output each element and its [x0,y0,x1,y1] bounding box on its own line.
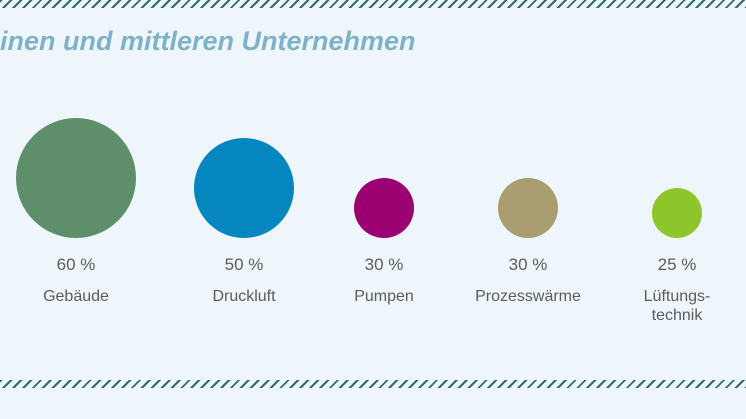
bubble-lüftungstechnik [652,188,702,238]
value-label-lüftungstechnik: 25 % [658,255,697,274]
category-label-lüftungstechnik-line-2: technik [652,307,704,324]
bubble-druckluft [194,138,294,238]
category-label-gebäude: Gebäude [43,288,109,305]
bottom-hatched-border [0,380,746,388]
bubble-gebäude [16,118,136,238]
value-label-druckluft: 50 % [225,255,264,274]
chart-title: inen und mittleren Unternehmen [0,26,416,56]
category-label-prozesswärme: Prozesswärme [475,288,581,305]
top-hatched-border [0,0,746,8]
value-label-pumpen: 30 % [365,255,404,274]
value-label-gebäude: 60 % [57,255,96,274]
category-label-druckluft: Druckluft [212,288,276,305]
bubble-prozesswärme [498,178,558,238]
bubble-pumpen [354,178,414,238]
category-label-pumpen: Pumpen [354,288,414,305]
value-label-prozesswärme: 30 % [509,255,548,274]
category-label-lüftungstechnik-line-1: Lüftungs- [644,288,711,305]
